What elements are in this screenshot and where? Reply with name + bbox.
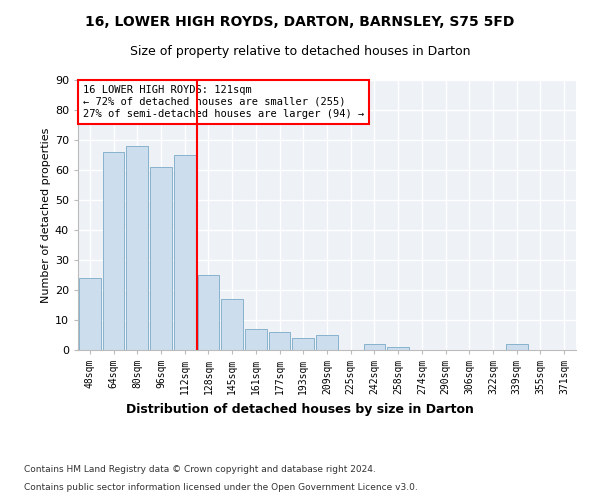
Bar [79,278,101,350]
Text: Contains HM Land Registry data © Crown copyright and database right 2024.: Contains HM Land Registry data © Crown c… [24,465,376,474]
Text: Size of property relative to detached houses in Darton: Size of property relative to detached ho… [130,45,470,58]
Bar [197,275,220,350]
Text: Contains public sector information licensed under the Open Government Licence v3: Contains public sector information licen… [24,482,418,492]
Bar [174,155,196,350]
Y-axis label: Number of detached properties: Number of detached properties [41,128,50,302]
Bar [103,152,124,350]
Bar [316,335,338,350]
Bar [221,299,243,350]
Text: Distribution of detached houses by size in Darton: Distribution of detached houses by size … [126,402,474,415]
Bar [506,344,527,350]
Text: 16 LOWER HIGH ROYDS: 121sqm
← 72% of detached houses are smaller (255)
27% of se: 16 LOWER HIGH ROYDS: 121sqm ← 72% of det… [83,86,364,118]
Bar [387,347,409,350]
Bar [245,329,267,350]
Bar [127,146,148,350]
Bar [364,344,385,350]
Bar [292,338,314,350]
Text: 16, LOWER HIGH ROYDS, DARTON, BARNSLEY, S75 5FD: 16, LOWER HIGH ROYDS, DARTON, BARNSLEY, … [85,15,515,29]
Bar [150,167,172,350]
Bar [269,332,290,350]
